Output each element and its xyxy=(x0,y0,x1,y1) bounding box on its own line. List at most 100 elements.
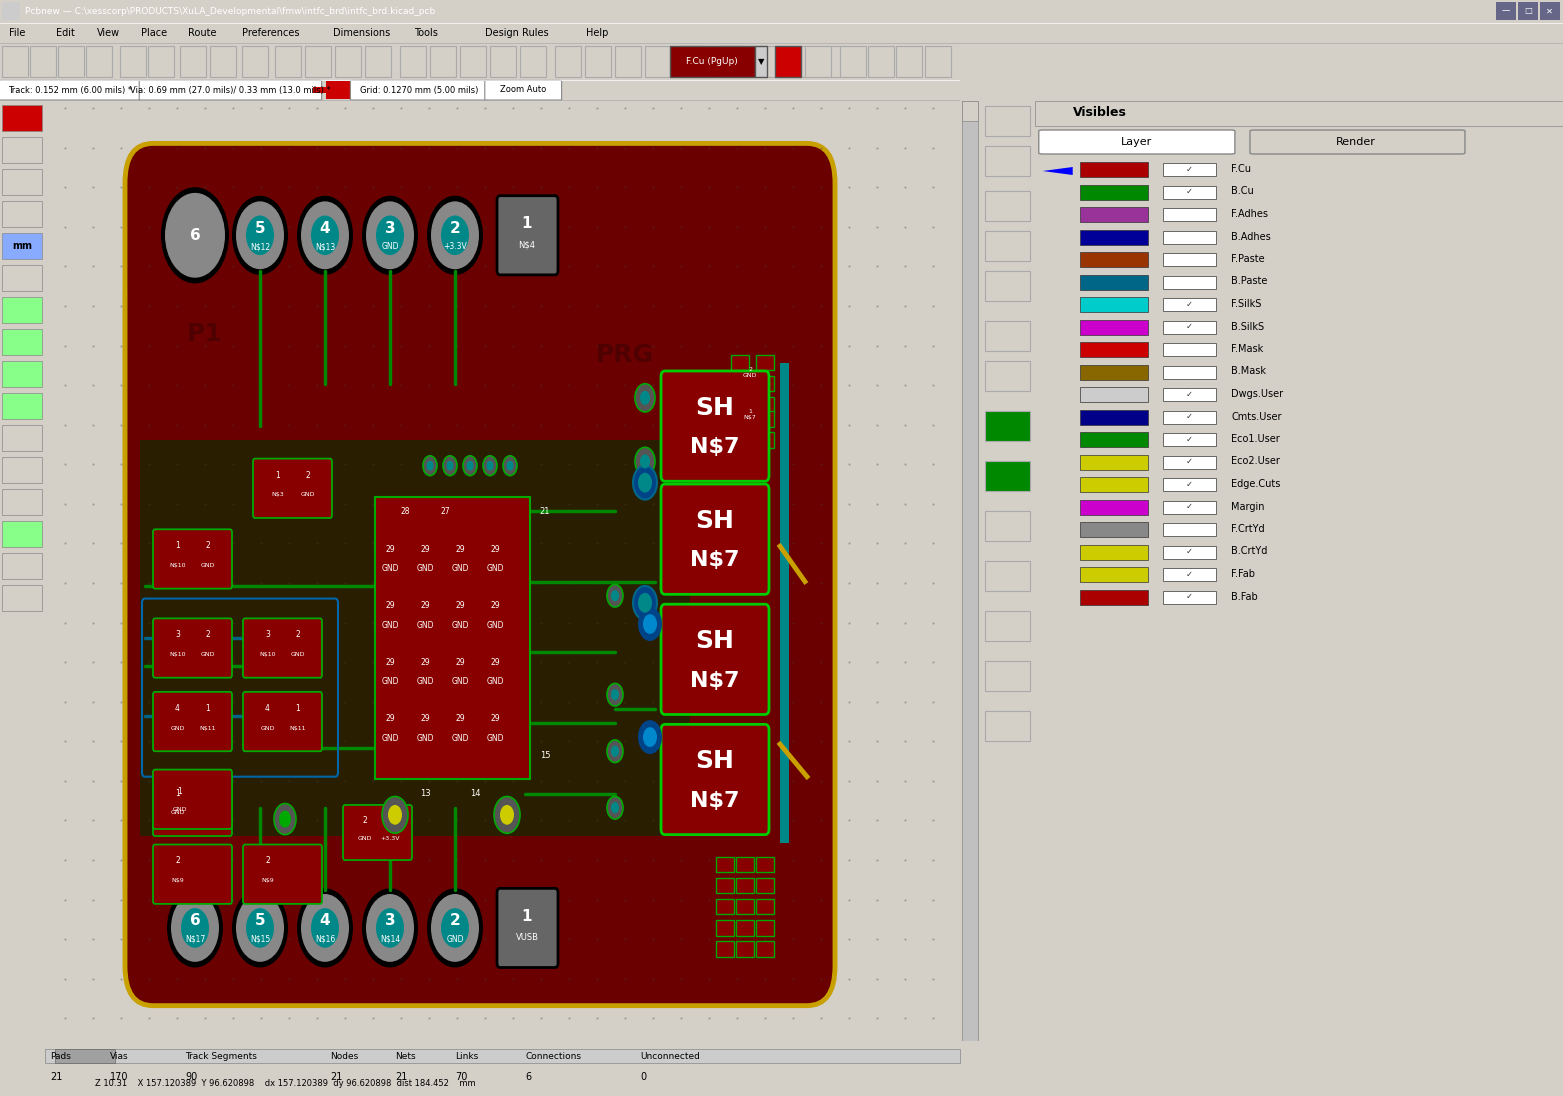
Bar xyxy=(1080,184,1149,199)
Bar xyxy=(1163,478,1216,491)
Bar xyxy=(1080,229,1149,244)
Bar xyxy=(1163,411,1216,423)
Bar xyxy=(716,921,735,936)
Bar xyxy=(375,496,530,779)
Bar xyxy=(555,46,581,77)
Text: 3: 3 xyxy=(175,630,180,639)
Text: ✓: ✓ xyxy=(1186,502,1193,511)
Bar xyxy=(30,46,56,77)
Text: ✓: ✓ xyxy=(1186,187,1193,196)
Bar xyxy=(760,46,786,77)
Text: +3.3V: +3.3V xyxy=(444,242,467,251)
Text: 29: 29 xyxy=(420,545,430,553)
Text: 13: 13 xyxy=(420,789,430,799)
Text: 1: 1 xyxy=(275,470,280,480)
Text: ✓: ✓ xyxy=(1186,412,1193,421)
Bar xyxy=(961,101,978,121)
Circle shape xyxy=(366,202,414,270)
Text: GND: GND xyxy=(416,734,435,743)
Bar xyxy=(716,878,735,893)
Bar xyxy=(775,46,800,77)
Bar xyxy=(1163,456,1216,468)
Bar xyxy=(1163,298,1216,311)
Bar xyxy=(148,46,173,77)
Bar xyxy=(120,46,145,77)
Text: 2: 2 xyxy=(363,815,367,824)
Bar xyxy=(985,231,1030,261)
Bar xyxy=(756,857,774,872)
Bar xyxy=(2,297,42,323)
Text: N$15: N$15 xyxy=(250,935,270,944)
Bar xyxy=(1080,477,1149,492)
Text: Eco2.User: Eco2.User xyxy=(1232,457,1280,467)
Circle shape xyxy=(231,196,288,275)
Bar xyxy=(680,46,706,77)
Text: Visibles: Visibles xyxy=(1072,106,1127,119)
Text: GND: GND xyxy=(170,726,184,731)
Text: B.CrtYd: B.CrtYd xyxy=(1232,547,1268,557)
Bar xyxy=(756,878,774,893)
Text: SH: SH xyxy=(696,396,735,420)
Text: Zoom Auto: Zoom Auto xyxy=(500,85,547,94)
Bar xyxy=(985,610,1030,641)
Circle shape xyxy=(431,894,478,962)
Circle shape xyxy=(635,447,655,476)
Text: 1
N$7: 1 N$7 xyxy=(744,410,756,420)
Text: Pads: Pads xyxy=(50,1052,70,1061)
Text: View: View xyxy=(97,28,120,38)
Bar xyxy=(1163,320,1216,333)
Text: 29: 29 xyxy=(384,715,395,723)
Text: ✓: ✓ xyxy=(1186,592,1193,601)
Bar xyxy=(756,411,774,426)
Circle shape xyxy=(447,460,453,470)
Circle shape xyxy=(639,391,650,404)
Text: 4: 4 xyxy=(266,704,270,712)
Text: ▼: ▼ xyxy=(758,57,764,66)
Bar xyxy=(839,46,866,77)
Bar xyxy=(2,105,42,132)
Text: ✓: ✓ xyxy=(1186,299,1193,308)
Bar xyxy=(1080,455,1149,469)
Bar xyxy=(1163,185,1216,198)
Bar xyxy=(1163,501,1216,514)
FancyBboxPatch shape xyxy=(242,845,322,904)
Text: 1: 1 xyxy=(175,541,180,550)
Text: SH: SH xyxy=(696,750,735,773)
Text: Layer: Layer xyxy=(1121,137,1152,147)
FancyBboxPatch shape xyxy=(661,604,769,715)
Bar xyxy=(1035,101,1563,126)
Text: N$10: N$10 xyxy=(169,563,186,568)
Circle shape xyxy=(606,797,624,819)
Text: N$11: N$11 xyxy=(199,726,216,731)
Bar xyxy=(756,433,774,448)
Bar xyxy=(1163,275,1216,288)
Text: GND: GND xyxy=(381,242,399,251)
Circle shape xyxy=(611,689,619,700)
FancyBboxPatch shape xyxy=(661,484,769,594)
Text: SH: SH xyxy=(696,509,735,533)
Bar xyxy=(1080,274,1149,289)
Circle shape xyxy=(500,804,514,824)
Text: 2: 2 xyxy=(295,630,300,639)
Text: ✓: ✓ xyxy=(1186,434,1193,444)
Text: 0: 0 xyxy=(639,1072,646,1082)
Circle shape xyxy=(638,593,652,613)
Bar xyxy=(2,329,42,355)
FancyBboxPatch shape xyxy=(661,724,769,835)
Text: 14: 14 xyxy=(470,789,480,799)
Circle shape xyxy=(161,187,230,284)
Text: N$16: N$16 xyxy=(314,935,334,944)
Text: 29: 29 xyxy=(455,715,464,723)
Bar xyxy=(731,376,749,391)
Text: 6: 6 xyxy=(525,1072,531,1082)
Text: 1: 1 xyxy=(295,704,300,712)
Bar xyxy=(2,553,42,579)
Text: Edge.Cuts: Edge.Cuts xyxy=(1232,479,1280,489)
Text: 4: 4 xyxy=(175,704,180,712)
Text: 6: 6 xyxy=(189,913,200,928)
Bar xyxy=(755,46,767,77)
Text: 2: 2 xyxy=(175,856,180,866)
Text: GND: GND xyxy=(200,563,214,568)
Text: 2: 2 xyxy=(205,630,209,639)
Text: 27: 27 xyxy=(441,506,450,516)
